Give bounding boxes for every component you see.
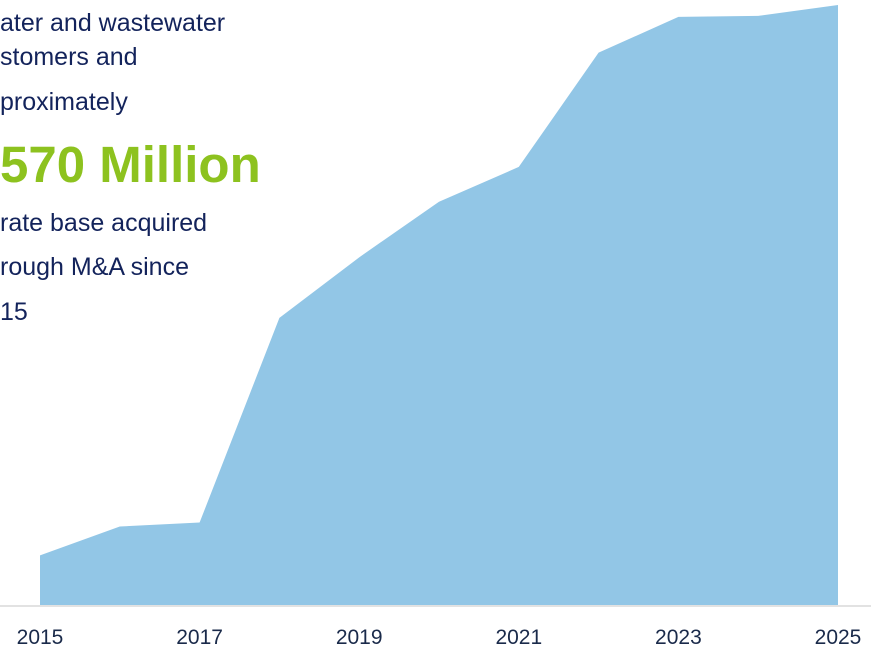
callout-line-5: rough M&A since bbox=[0, 253, 189, 281]
x-tick-label: 2017 bbox=[176, 626, 223, 648]
x-tick-label: 2023 bbox=[655, 626, 702, 648]
x-tick-label: 2015 bbox=[17, 626, 64, 648]
callout-line-3: proximately bbox=[0, 88, 128, 116]
x-tick-label: 2025 bbox=[815, 626, 862, 648]
callout-highlight: 570 Million bbox=[0, 136, 261, 193]
x-tick-label: 2021 bbox=[495, 626, 542, 648]
callout-line-2: stomers and bbox=[0, 43, 138, 71]
callout-line-1: ater and wastewater bbox=[0, 9, 226, 37]
callout-line-6: 15 bbox=[0, 298, 28, 326]
callout-line-4: rate base acquired bbox=[0, 209, 208, 237]
x-tick-label: 2019 bbox=[336, 626, 383, 648]
x-axis-ticks: 2015 2017 2019 2021 2023 2025 bbox=[17, 626, 862, 648]
series-area bbox=[40, 5, 838, 605]
